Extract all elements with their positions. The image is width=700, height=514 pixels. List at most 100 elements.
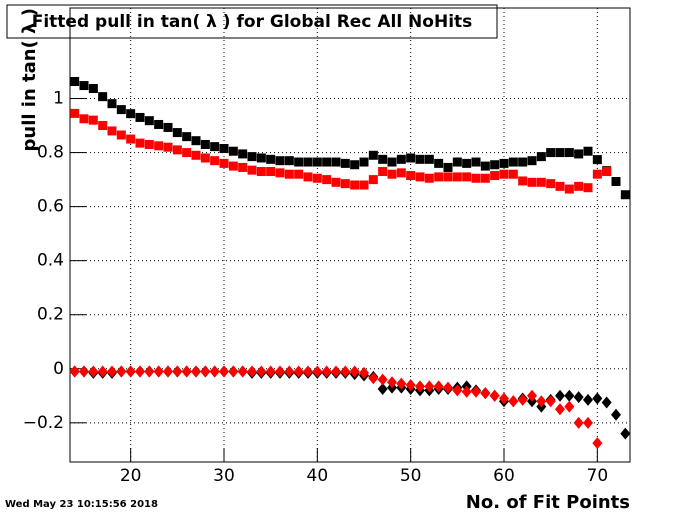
diamond-marker: [144, 365, 155, 378]
square-marker: [378, 154, 388, 164]
diamond-marker: [359, 366, 369, 379]
diamond-marker: [592, 437, 603, 450]
diamond-marker: [331, 365, 341, 378]
square-marker: [88, 115, 98, 125]
square-marker: [555, 181, 565, 191]
square-marker: [126, 134, 136, 144]
diamond-marker: [284, 365, 295, 378]
diamond-marker: [349, 365, 360, 378]
diamond-marker: [545, 395, 556, 408]
square-marker: [116, 105, 126, 115]
square-marker: [163, 142, 173, 152]
diamond-marker: [97, 365, 108, 378]
chart-title: Fitted pull in tan( λ ) for Global Rec A…: [32, 12, 473, 32]
square-marker: [536, 152, 546, 162]
square-marker: [490, 171, 500, 181]
diamond-marker: [592, 392, 603, 405]
square-marker: [135, 138, 145, 148]
square-marker: [583, 183, 593, 193]
square-marker: [79, 81, 89, 91]
square-marker: [536, 177, 546, 187]
square-marker: [574, 149, 584, 159]
diamond-marker: [452, 384, 463, 397]
square-marker: [154, 119, 164, 129]
x-tick-label: 50: [400, 466, 422, 486]
diamond-marker: [583, 393, 593, 406]
square-marker: [163, 122, 173, 132]
square-marker: [303, 172, 313, 182]
y-axis-label: pull in tan( λ ): [19, 8, 40, 152]
square-marker: [396, 168, 406, 178]
square-marker: [284, 169, 294, 179]
diamond-marker: [564, 400, 575, 413]
square-marker: [219, 158, 229, 168]
diamond-marker: [368, 372, 379, 385]
diamond-marker: [200, 365, 211, 378]
diamond-marker: [237, 365, 248, 378]
square-marker: [434, 158, 444, 168]
square-marker: [499, 169, 509, 179]
square-marker: [219, 144, 229, 154]
y-tick-label: 0.2: [37, 305, 64, 325]
diamond-marker: [163, 365, 173, 378]
square-marker: [387, 157, 397, 167]
diamond-marker: [611, 408, 621, 421]
square-marker: [191, 150, 201, 160]
square-marker: [415, 154, 425, 164]
diamond-marker: [573, 391, 584, 404]
x-tick-label: 30: [213, 466, 235, 486]
y-tick-label: −0.2: [23, 413, 64, 433]
square-marker: [462, 158, 472, 168]
square-marker: [79, 114, 89, 124]
square-marker: [294, 157, 304, 167]
square-marker: [368, 175, 378, 185]
square-marker: [424, 154, 434, 164]
diamond-marker: [256, 365, 267, 378]
square-marker: [98, 121, 108, 131]
square-marker: [256, 153, 266, 163]
square-marker: [238, 162, 248, 172]
square-marker: [415, 172, 425, 182]
square-marker: [303, 157, 313, 167]
square-marker: [620, 190, 630, 200]
diamond-marker: [508, 395, 519, 408]
square-marker: [247, 152, 257, 162]
diamond-marker: [153, 365, 164, 378]
square-marker: [564, 184, 574, 194]
square-marker: [592, 155, 602, 165]
square-marker: [368, 150, 378, 160]
square-marker: [406, 171, 416, 181]
diamond-marker: [415, 380, 425, 393]
square-marker: [312, 157, 322, 167]
diamond-marker: [377, 373, 388, 386]
square-marker: [116, 130, 126, 140]
square-marker: [443, 162, 453, 172]
plot-frame: [69, 7, 631, 463]
x-axis-label: No. of Fit Points: [466, 492, 630, 513]
diamond-marker: [79, 365, 89, 378]
square-marker: [611, 176, 621, 186]
diamond-marker: [275, 365, 285, 378]
square-marker: [574, 181, 584, 191]
diamond-marker: [191, 365, 201, 378]
square-marker: [294, 169, 304, 179]
diamond-marker: [489, 389, 500, 402]
diamond-marker: [601, 396, 612, 409]
square-marker: [275, 156, 285, 166]
square-marker: [452, 157, 462, 167]
square-marker: [340, 158, 350, 168]
diamond-marker: [583, 416, 593, 429]
diamond-marker: [247, 365, 257, 378]
square-marker: [144, 116, 154, 126]
square-marker: [508, 157, 518, 167]
square-marker: [387, 169, 397, 179]
square-marker: [322, 175, 332, 185]
square-marker: [527, 177, 537, 187]
square-marker: [284, 156, 294, 166]
square-marker: [424, 173, 434, 183]
diamond-marker: [499, 392, 509, 405]
square-marker: [583, 146, 593, 156]
square-marker: [88, 84, 98, 94]
square-marker: [182, 132, 192, 142]
square-marker: [452, 172, 462, 182]
